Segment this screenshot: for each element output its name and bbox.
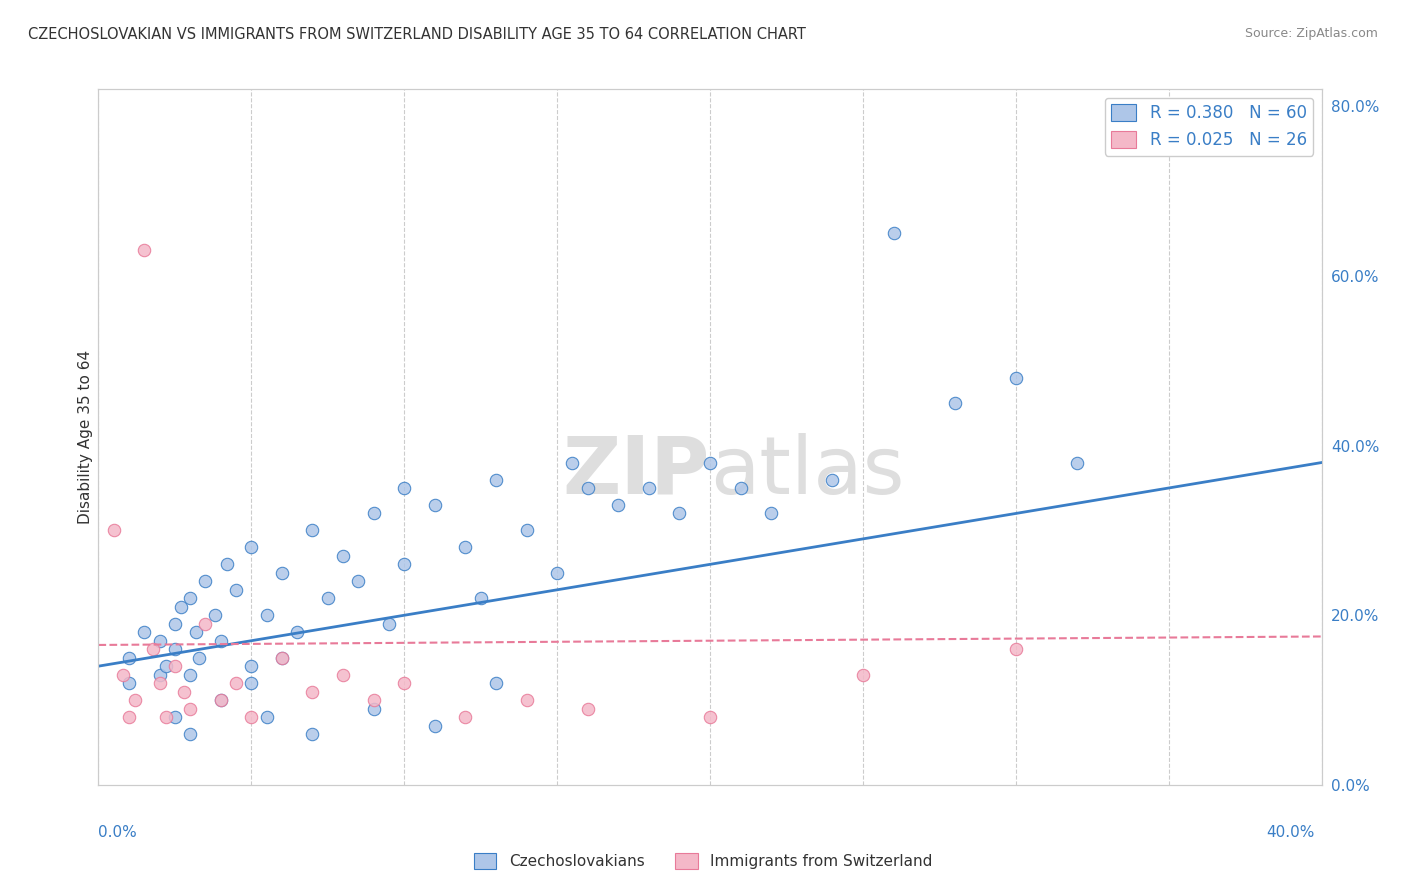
Point (163, 710, 186, 724)
Point (240, 710, 263, 724)
Point (179, 591, 201, 606)
Point (209, 693, 232, 707)
Point (423, 718, 446, 732)
Point (332, 549, 354, 563)
Text: CZECHOSLOVAKIAN VS IMMIGRANTS FROM SWITZERLAND DISABILITY AGE 35 TO 64 CORRELATI: CZECHOSLOVAKIAN VS IMMIGRANTS FROM SWITZ… (28, 27, 806, 42)
Point (668, 507, 690, 521)
Legend: Czechoslovakians, Immigrants from Switzerland: Czechoslovakians, Immigrants from Switze… (467, 847, 939, 875)
Point (179, 701, 201, 715)
Point (730, 481, 752, 495)
Point (149, 667, 172, 681)
Point (163, 642, 186, 657)
Point (194, 574, 217, 589)
Point (363, 701, 385, 715)
Point (240, 659, 263, 673)
Point (516, 693, 538, 707)
Point (186, 625, 208, 640)
Point (392, 676, 416, 690)
Point (347, 574, 370, 589)
Point (118, 710, 141, 724)
Point (943, 396, 966, 410)
Point (485, 676, 508, 690)
Point (111, 667, 134, 681)
Point (516, 524, 538, 538)
Point (240, 676, 263, 690)
Point (301, 684, 323, 698)
Point (194, 616, 217, 631)
Text: 40.0%: 40.0% (1267, 825, 1315, 840)
Point (163, 659, 186, 673)
Point (170, 599, 193, 614)
Point (256, 710, 278, 724)
Point (118, 650, 141, 665)
Point (179, 667, 201, 681)
Point (852, 667, 875, 681)
Point (423, 498, 446, 512)
Point (607, 498, 630, 512)
Point (332, 667, 354, 681)
Point (270, 650, 292, 665)
Point (155, 659, 177, 673)
Point (134, 625, 156, 640)
Point (301, 727, 323, 741)
Point (454, 710, 477, 724)
Point (1066, 456, 1088, 470)
Point (546, 566, 568, 580)
Point (699, 710, 721, 724)
Point (204, 608, 226, 623)
Point (155, 710, 177, 724)
Point (149, 676, 172, 690)
Point (1004, 370, 1026, 384)
Point (124, 693, 146, 707)
Point (561, 456, 583, 470)
Point (118, 676, 141, 690)
Point (285, 625, 308, 640)
Point (209, 693, 232, 707)
Point (392, 558, 416, 572)
Point (134, 244, 156, 258)
Point (240, 541, 263, 555)
Point (270, 650, 292, 665)
Point (173, 684, 195, 698)
Point (209, 633, 232, 648)
Point (256, 608, 278, 623)
Point (576, 481, 599, 495)
Point (637, 481, 661, 495)
Point (378, 616, 401, 631)
Text: ZIP: ZIP (562, 433, 710, 511)
Point (699, 456, 721, 470)
Point (363, 507, 385, 521)
Point (883, 227, 905, 241)
Legend: R = 0.380   N = 60, R = 0.025   N = 26: R = 0.380 N = 60, R = 0.025 N = 26 (1105, 97, 1313, 155)
Text: atlas: atlas (710, 433, 904, 511)
Point (392, 481, 416, 495)
Point (149, 633, 172, 648)
Text: Source: ZipAtlas.com: Source: ZipAtlas.com (1244, 27, 1378, 40)
Point (225, 582, 247, 597)
Point (103, 524, 125, 538)
Point (270, 566, 292, 580)
Point (485, 473, 508, 487)
Point (215, 558, 238, 572)
Point (576, 701, 599, 715)
Point (142, 642, 165, 657)
Point (225, 676, 247, 690)
Point (301, 524, 323, 538)
Point (759, 507, 782, 521)
Y-axis label: Disability Age 35 to 64: Disability Age 35 to 64 (77, 350, 93, 524)
Point (1004, 642, 1026, 657)
Text: 0.0%: 0.0% (98, 825, 138, 840)
Point (821, 473, 844, 487)
Point (163, 616, 186, 631)
Point (470, 591, 492, 606)
Point (363, 693, 385, 707)
Point (179, 727, 201, 741)
Point (454, 541, 477, 555)
Point (316, 591, 339, 606)
Point (188, 650, 211, 665)
